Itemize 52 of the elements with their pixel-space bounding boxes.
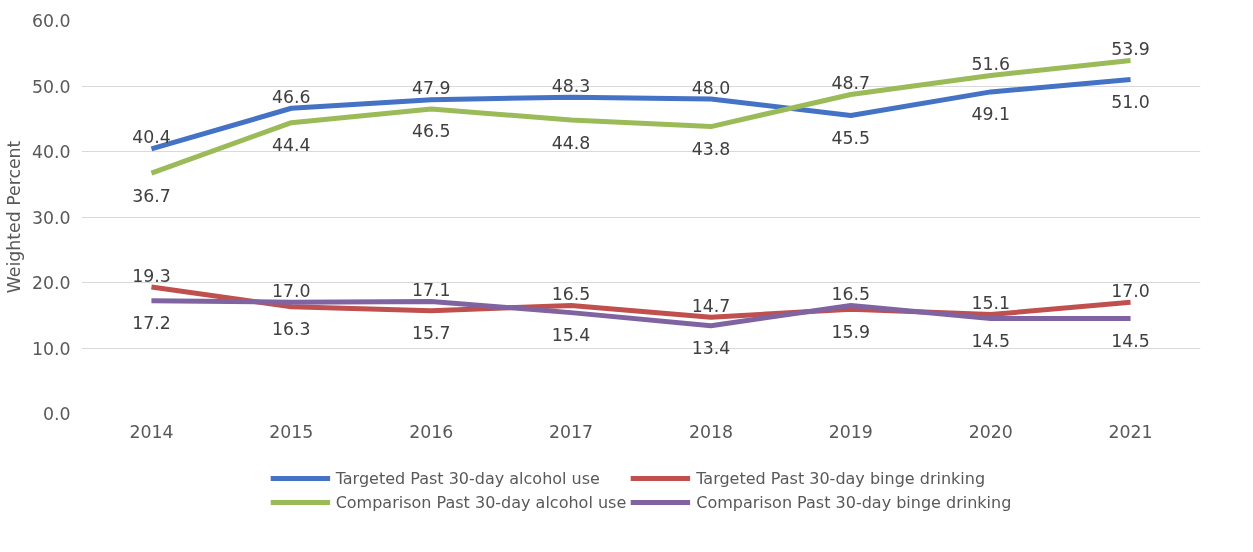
legend-label: Comparison Past 30-day alcohol use (335, 492, 627, 512)
data-label: 51.0 (1111, 91, 1150, 112)
data-label: 44.4 (272, 135, 311, 156)
y-axis-title: Weighted Percent (3, 140, 24, 294)
data-label: 48.7 (831, 73, 871, 94)
data-label: 15.1 (971, 293, 1010, 314)
data-label: 17.0 (1111, 280, 1150, 301)
legend-label: Comparison Past 30-day binge drinking (696, 492, 1012, 512)
data-label: 53.9 (1111, 38, 1150, 59)
data-label: 40.4 (132, 127, 171, 148)
data-label: 15.9 (831, 321, 871, 342)
data-label: 43.8 (691, 139, 731, 160)
y-tick-label: 60.0 (31, 11, 71, 31)
data-label: 51.6 (971, 54, 1010, 75)
data-label: 16.5 (551, 283, 591, 304)
x-tick-label: 2019 (828, 421, 873, 442)
data-label: 44.8 (551, 132, 591, 153)
x-tick-label: 2018 (688, 421, 733, 442)
x-tick-label: 2015 (269, 421, 314, 442)
data-label: 15.7 (411, 323, 451, 344)
data-label: 48.0 (691, 77, 731, 98)
data-label: 46.6 (272, 86, 311, 107)
data-label: 48.3 (551, 75, 591, 96)
x-tick-label: 2021 (1108, 421, 1153, 442)
data-label: 19.3 (132, 265, 171, 286)
x-tick-label: 2017 (549, 421, 594, 442)
data-label: 16.3 (272, 319, 311, 340)
x-tick-label: 2014 (129, 421, 174, 442)
data-label: 17.0 (272, 280, 311, 301)
y-tick-label: 50.0 (31, 76, 71, 97)
y-tick-label: 20.0 (31, 273, 71, 293)
data-label: 46.5 (411, 121, 451, 142)
y-tick-label: 40.0 (31, 142, 71, 162)
x-tick-label: 2016 (409, 421, 454, 442)
legend-label: Targeted Past 30-day binge drinking (696, 468, 986, 488)
data-label: 17.2 (132, 313, 171, 334)
data-label: 14.5 (971, 331, 1010, 352)
data-label: 13.4 (691, 338, 731, 359)
data-label: 15.4 (551, 325, 591, 346)
data-label: 45.5 (831, 127, 871, 148)
y-tick-label: 30.0 (31, 207, 71, 228)
data-label: 17.1 (411, 279, 451, 300)
y-tick-label: 0.0 (42, 404, 71, 424)
legend-label: Targeted Past 30-day alcohol use (335, 468, 600, 488)
x-tick-label: 2020 (968, 421, 1013, 442)
data-label: 47.9 (411, 78, 451, 99)
data-label: 49.1 (971, 104, 1010, 125)
data-label: 16.5 (831, 283, 871, 304)
y-tick-label: 10.0 (31, 338, 71, 359)
data-label: 14.7 (691, 295, 731, 316)
data-label: 14.5 (1111, 331, 1150, 352)
data-label: 36.7 (132, 185, 171, 206)
